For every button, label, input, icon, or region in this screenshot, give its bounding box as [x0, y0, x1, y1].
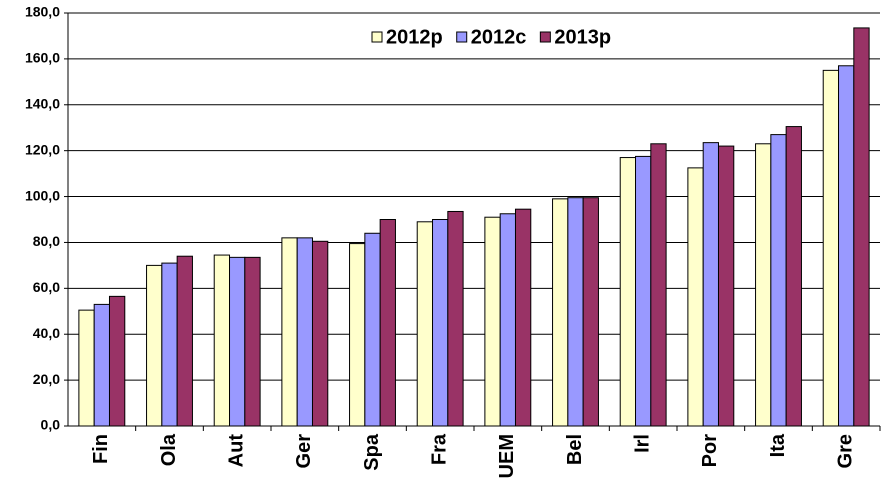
bar	[416, 221, 434, 427]
x-tick-label: UEM	[496, 434, 518, 478]
legend-label: 2012p	[386, 26, 443, 48]
bar	[582, 197, 599, 427]
y-tick-label: 40,0	[33, 325, 60, 341]
bar	[635, 155, 652, 427]
bar	[514, 208, 532, 427]
bar	[717, 145, 735, 427]
bar	[296, 237, 313, 427]
bar	[822, 69, 840, 427]
y-tick-label: 180,0	[25, 4, 60, 20]
x-tick-label: Bel	[564, 434, 586, 465]
bar	[687, 167, 704, 427]
bar	[229, 256, 246, 427]
bar	[432, 219, 449, 427]
legend-label: 2012c	[471, 26, 527, 48]
bar	[484, 216, 501, 427]
bar	[108, 295, 126, 427]
bar	[146, 264, 163, 427]
x-tick-label: Spa	[361, 433, 383, 471]
bar	[379, 219, 396, 427]
y-tick-label: 100,0	[25, 187, 60, 203]
y-tick-label: 20,0	[33, 371, 60, 387]
legend-label: 2013p	[554, 26, 611, 48]
x-tick-label: Ger	[293, 434, 315, 469]
y-tick-label: 80,0	[33, 233, 60, 249]
bar	[755, 143, 772, 427]
x-tick-label: Gre	[834, 434, 856, 468]
bar	[349, 243, 366, 427]
legend-swatch	[456, 31, 468, 43]
y-tick-label: 60,0	[33, 279, 60, 295]
bar	[853, 27, 870, 427]
bar	[161, 262, 178, 427]
bar	[499, 213, 516, 427]
bar	[785, 126, 802, 427]
bar	[567, 197, 584, 427]
bar	[281, 237, 298, 427]
x-tick-label: Irl	[631, 434, 653, 453]
bar	[552, 198, 569, 427]
y-tick-label: 120,0	[25, 141, 60, 157]
bar	[447, 210, 464, 427]
legend-swatch	[371, 31, 383, 43]
bar	[213, 254, 231, 427]
x-tick-label: Fra	[428, 433, 450, 465]
x-tick-label: Fin	[90, 434, 112, 464]
legend-swatch	[539, 31, 551, 43]
bar	[93, 303, 110, 427]
bar	[650, 143, 667, 427]
bar	[702, 142, 719, 427]
y-tick-label: 140,0	[25, 95, 60, 111]
bar	[244, 256, 261, 427]
bar	[364, 232, 381, 427]
x-tick-label: Por	[699, 434, 721, 468]
x-tick-label: Aut	[225, 434, 247, 468]
y-tick-label: 160,0	[25, 50, 60, 66]
x-tick-label: Ola	[158, 433, 180, 466]
bar	[838, 65, 855, 427]
y-tick-label: 0,0	[41, 417, 61, 433]
x-tick-label: Ita	[767, 433, 789, 457]
bar	[619, 157, 637, 427]
bar	[311, 240, 329, 427]
bar	[176, 255, 193, 427]
bar	[770, 134, 787, 427]
bar	[78, 309, 95, 427]
